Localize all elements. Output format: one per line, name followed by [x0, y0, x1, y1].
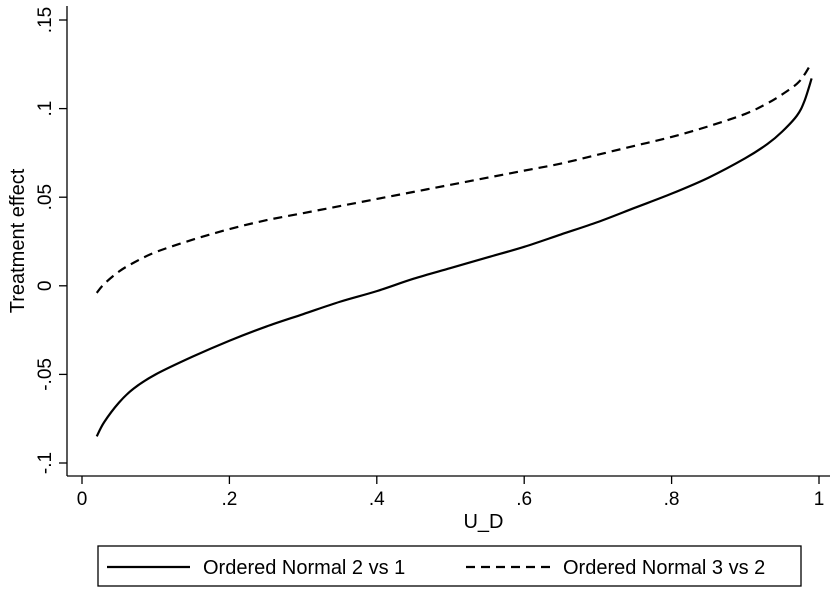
x-tick-label: .2: [221, 489, 237, 510]
x-axis: 0 .2 .4 .6 .8 1: [77, 476, 825, 510]
y-axis-title: Treatment effect: [7, 168, 29, 313]
y-tick-label: .1: [35, 101, 56, 117]
y-axis: -.1 -.05 0 .05 .1 .15: [35, 7, 67, 474]
legend-label-2: Ordered Normal 3 vs 2: [563, 557, 765, 579]
x-axis-title: U_D: [463, 511, 503, 533]
y-tick-label: .15: [35, 7, 56, 33]
series-line-1: [95, 78, 813, 437]
y-tick-label: 0: [35, 281, 56, 292]
series-layer: [95, 61, 813, 437]
y-tick-label: -.05: [35, 358, 56, 391]
x-tick-label: .4: [369, 489, 385, 510]
x-tick-label: .8: [664, 489, 680, 510]
y-tick-label: -.1: [35, 452, 56, 474]
x-tick-label: 0: [77, 489, 88, 510]
series-line-2: [95, 61, 813, 294]
legend-box: [97, 545, 802, 587]
y-tick-label: .05: [35, 184, 56, 210]
x-tick-label: .6: [516, 489, 532, 510]
legend: Ordered Normal 2 vs 1 Ordered Normal 3 vs…: [97, 545, 802, 587]
x-tick-label: 1: [814, 489, 825, 510]
plot-area: [66, 6, 830, 477]
legend-label-1: Ordered Normal 2 vs 1: [203, 557, 405, 579]
